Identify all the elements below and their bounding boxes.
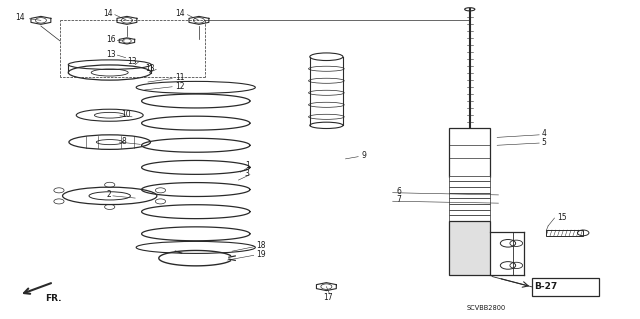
Bar [449,187,490,193]
Bar [449,181,490,187]
Text: 13: 13 [106,50,116,59]
Bar [449,128,490,177]
Text: 5: 5 [541,137,547,147]
Text: 6: 6 [396,187,401,196]
Text: 17: 17 [323,293,333,301]
Text: FR.: FR. [45,294,61,303]
Text: 15: 15 [557,212,566,222]
Text: 13: 13 [127,57,137,66]
Text: 14: 14 [103,9,113,18]
Bar [449,198,490,204]
Text: 4: 4 [541,129,547,138]
Text: 3: 3 [245,169,250,178]
Text: 9: 9 [362,151,366,160]
Text: 2: 2 [106,190,111,199]
Text: SCVBB2800: SCVBB2800 [467,305,506,311]
Text: 12: 12 [175,82,184,91]
Bar [449,215,490,221]
Text: 18: 18 [256,241,266,250]
Text: 8: 8 [121,137,126,146]
Text: 7: 7 [396,196,401,204]
Bar [546,230,583,236]
Text: 19: 19 [256,250,266,259]
Bar [449,221,490,275]
Bar [449,204,490,210]
Text: B-27: B-27 [534,282,557,292]
Text: 13: 13 [145,64,154,73]
Text: 14: 14 [175,9,184,18]
Text: 16: 16 [106,35,116,44]
Text: 1: 1 [245,161,250,170]
Bar [532,278,599,296]
Bar [449,210,490,215]
Bar [449,176,490,181]
Text: 11: 11 [175,73,184,82]
Text: 14: 14 [15,13,25,22]
Bar [449,193,490,198]
Text: 10: 10 [121,110,131,119]
